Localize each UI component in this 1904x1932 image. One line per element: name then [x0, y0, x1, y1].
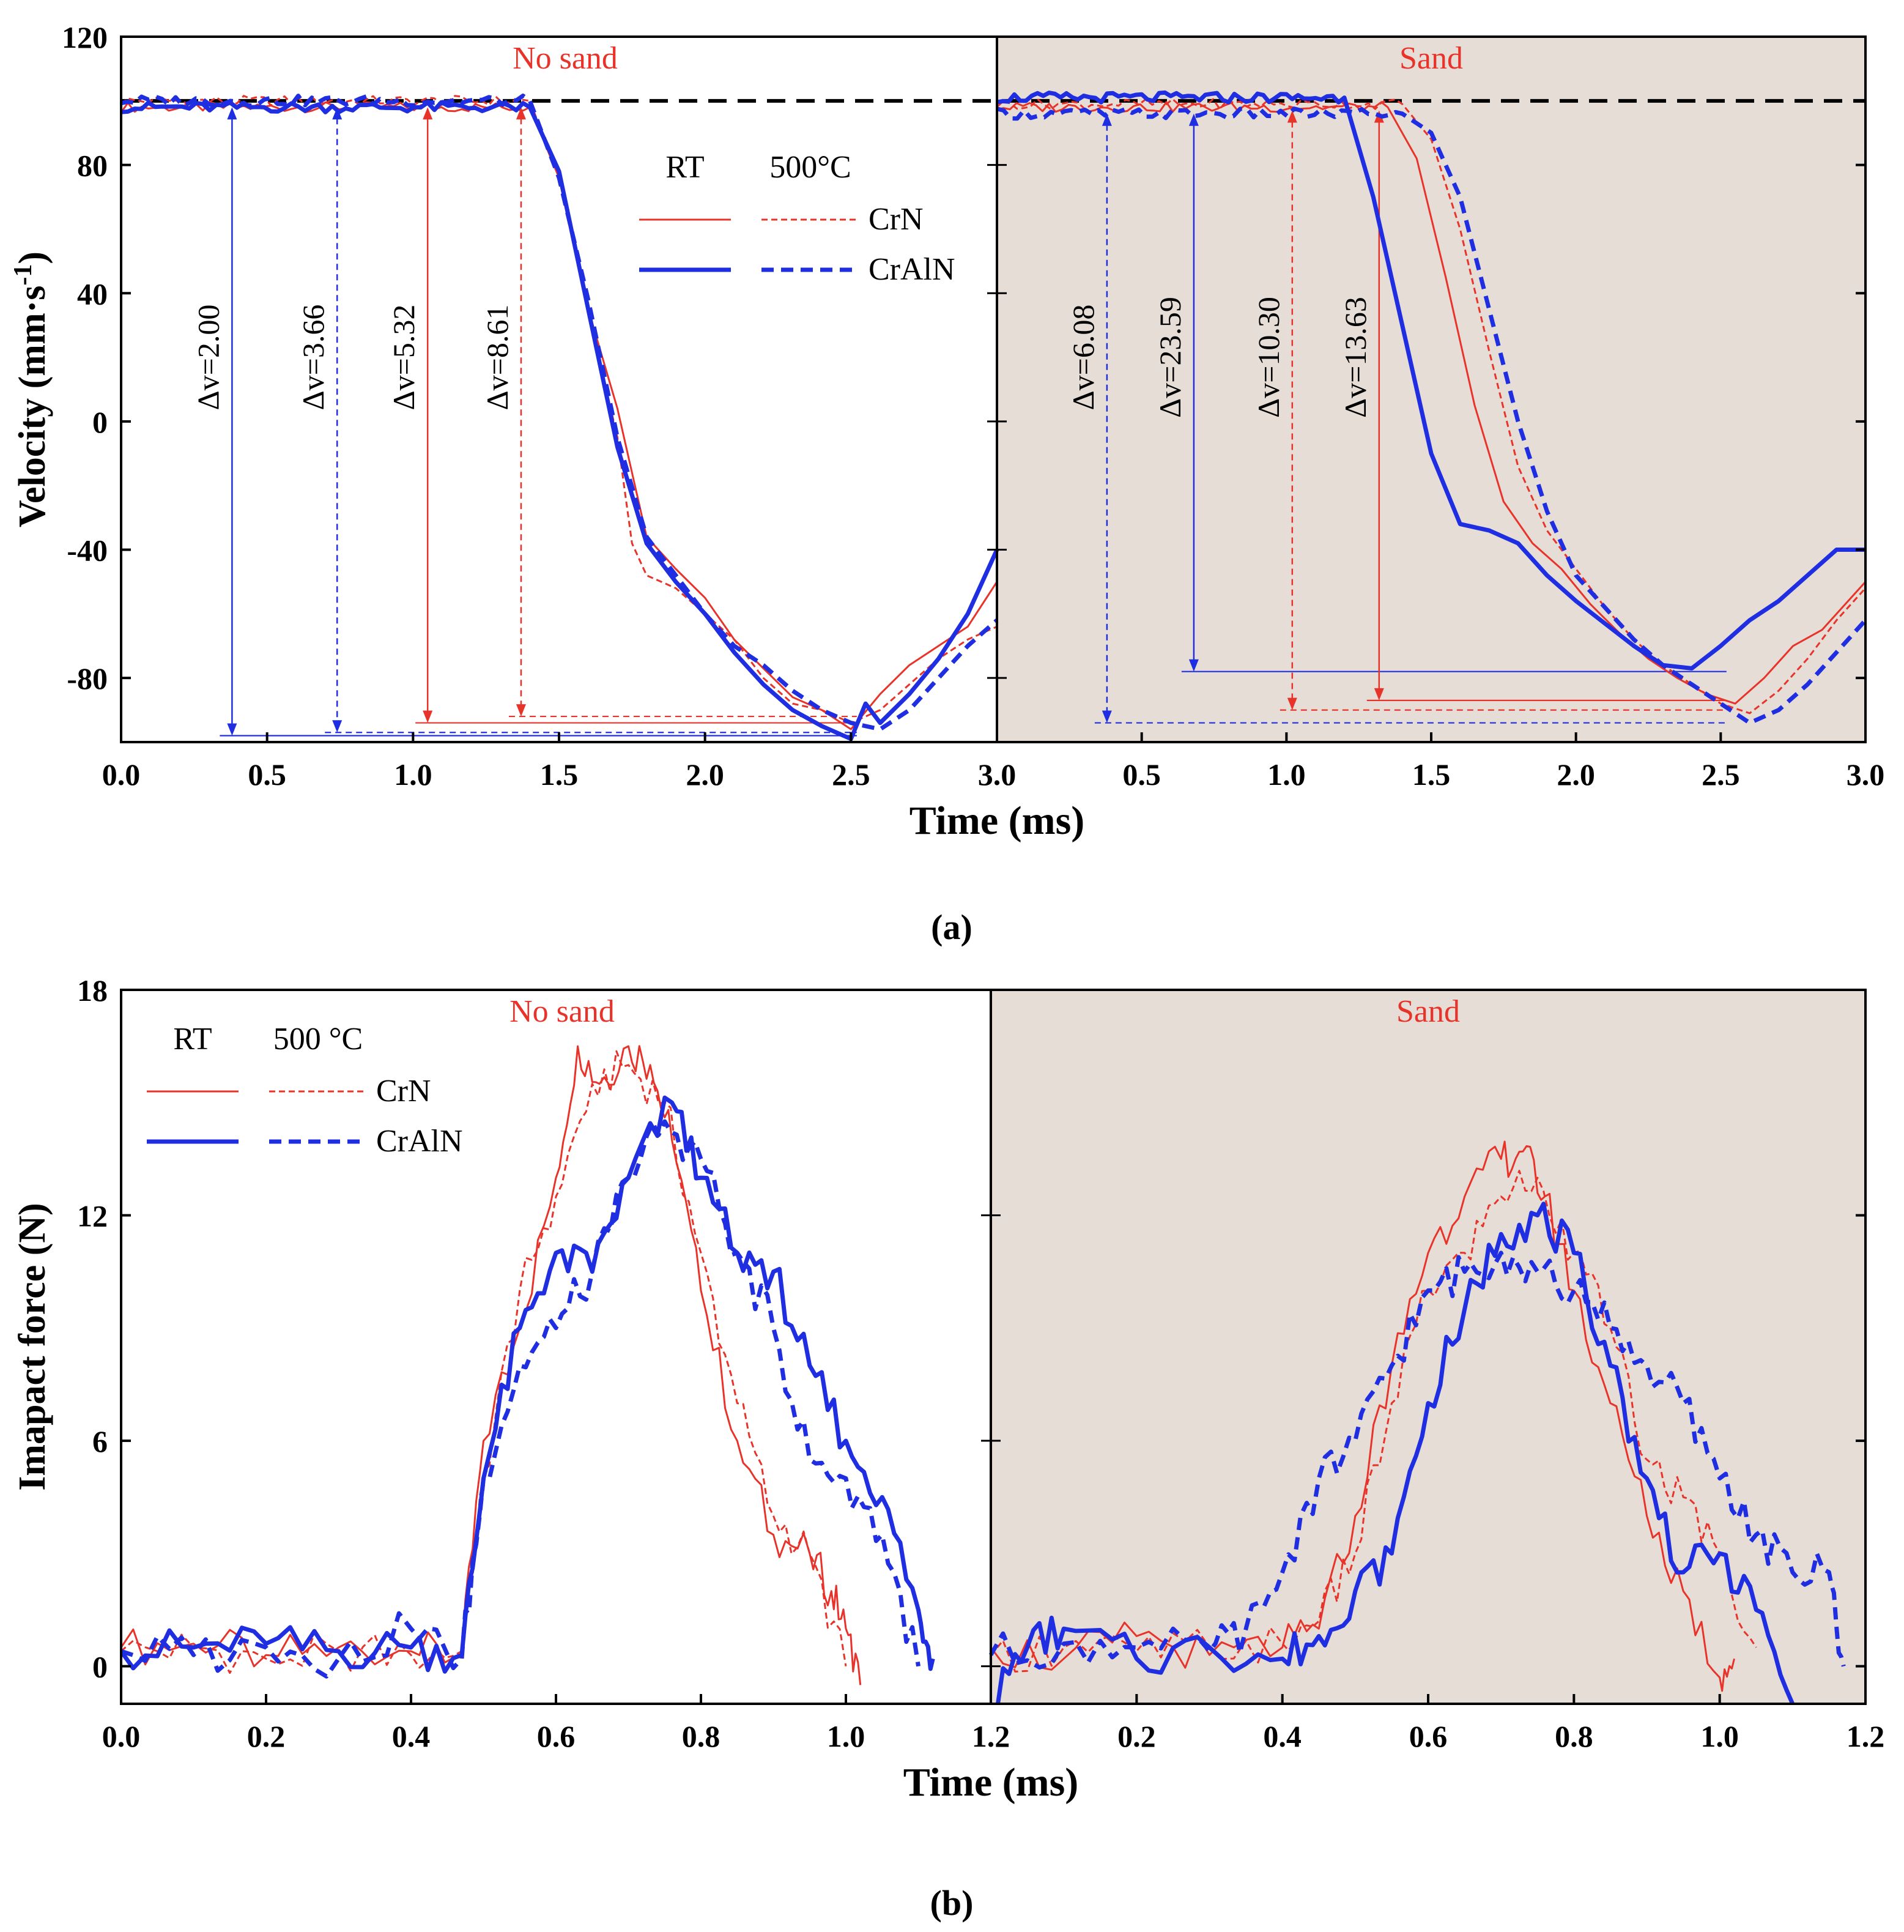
delta-v-label: Δv=2.00: [191, 305, 225, 411]
x-tick-label: 0.8: [682, 1719, 720, 1753]
y-tick-label: -80: [67, 661, 108, 696]
series-crn-dashed-no_sand: [121, 1050, 847, 1674]
legend-label: CrAlN: [869, 252, 955, 287]
delta-v-arrow-head-bottom: [1287, 697, 1297, 710]
x-tick-label: 1.5: [1412, 757, 1451, 792]
x-tick-label: 2.0: [686, 757, 724, 792]
delta-v-label: Δv=5.32: [387, 305, 421, 411]
x-tick-label: 1.2: [1847, 1719, 1885, 1753]
y-tick-label: 80: [77, 149, 108, 183]
delta-v-arrow-head-bottom: [423, 710, 433, 723]
delta-v-label: Δv=6.08: [1066, 305, 1100, 411]
series-craln-dashed-no_sand: [121, 1119, 921, 1679]
delta-v-arrow-head-top: [423, 107, 433, 120]
legend-header-500c: 500°C: [769, 150, 851, 185]
x-tick-label: 1.0: [394, 757, 432, 792]
delta-v-label: Δv=8.61: [480, 305, 514, 411]
x-axis-title: Time (ms): [909, 798, 1085, 843]
panel-label-a: (a): [931, 907, 972, 947]
delta-v-label: Δv=23.59: [1153, 297, 1187, 418]
y-tick-label: -40: [67, 533, 108, 568]
delta-v-arrow-head-top: [1102, 113, 1112, 126]
delta-v-arrow-head-bottom: [332, 720, 343, 733]
x-tick-label: 2.5: [832, 757, 870, 792]
series-crn-solid-no_sand: [121, 1045, 862, 1685]
delta-v-arrow-head-top: [1188, 113, 1199, 126]
series-crn-dashed-sand: [996, 98, 1865, 715]
panel-a-velocity-chart: Δv=2.00 Δv=3.66 Δv=5.32 Δv=8.61 Δv=6.08 Δv=23…: [9, 20, 1884, 843]
x-tick-label: 0.0: [102, 757, 141, 792]
x-tick-label: 0.5: [1122, 757, 1161, 792]
y-axis-title: Velocity (mm·s-1): [9, 251, 53, 527]
x-tick-label: 1.0: [827, 1719, 865, 1753]
x-axis-title: Time (ms): [903, 1760, 1079, 1805]
delta-v-arrow-head-top: [332, 107, 343, 120]
x-tick-label: 0.0: [102, 1719, 141, 1753]
delta-v-arrow-head-bottom: [516, 704, 526, 717]
delta-v-arrow-head-top: [1287, 110, 1297, 123]
y-tick-label: 18: [77, 973, 108, 1008]
delta-v-arrow-head-top: [516, 107, 526, 120]
x-tick-label: 1.0: [1267, 757, 1306, 792]
subpanel-title: No sand: [509, 994, 615, 1029]
x-tick-label: 0.6: [1409, 1719, 1448, 1753]
delta-v-arrow-head-bottom: [1188, 659, 1199, 672]
x-tick-label: 2.5: [1702, 757, 1740, 792]
x-tick-label: 1.0: [1700, 1719, 1739, 1753]
series-craln-solid-sand: [996, 90, 1865, 671]
legend-header-500c: 500 °C: [273, 1022, 363, 1057]
x-tick-label: 0.6: [537, 1719, 576, 1753]
delta-v-arrow-head-bottom: [1102, 710, 1112, 723]
sand-shaded-region: [997, 37, 1865, 742]
y-tick-label: 0: [92, 405, 108, 439]
x-tick-label: 0.8: [1555, 1719, 1593, 1753]
legend-header-rt: RT: [173, 1022, 212, 1057]
series-crn-solid-no_sand: [121, 101, 998, 730]
x-tick-label: 3.0: [978, 757, 1017, 792]
x-tick-label: 0.4: [1263, 1719, 1302, 1753]
x-tick-label: 0.2: [1117, 1719, 1156, 1753]
y-tick-label: 120: [62, 20, 108, 54]
subpanel-title: Sand: [1396, 994, 1460, 1029]
x-tick-label: 0.2: [247, 1719, 286, 1753]
series-craln-solid-sand: [991, 1202, 1795, 1704]
y-axis-title: Imapact force (N): [12, 1203, 53, 1491]
sand-shaded-region: [991, 990, 1865, 1704]
series-craln-dashed-no_sand: [121, 94, 999, 732]
legend-label: CrN: [376, 1074, 431, 1109]
y-tick-label: 12: [77, 1199, 108, 1233]
series-crn-dashed-sand: [990, 1170, 1757, 1673]
legend-label: CrAlN: [376, 1124, 463, 1159]
series-crn-solid-sand: [990, 1140, 1735, 1692]
delta-v-arrow-head-top: [227, 107, 237, 120]
y-tick-label: 40: [77, 277, 108, 311]
x-tick-label: 1.2: [972, 1719, 1010, 1753]
series-craln-dashed-sand: [996, 106, 1865, 726]
delta-v-label: Δv=3.66: [296, 305, 330, 411]
series-craln-solid-no_sand: [121, 100, 999, 741]
legend-label: CrN: [869, 202, 924, 237]
delta-v-label: Δv=13.63: [1338, 297, 1372, 418]
delta-v-arrow-head-bottom: [1374, 688, 1384, 700]
delta-v-arrow-head-bottom: [227, 723, 237, 736]
x-tick-label: 0.4: [392, 1719, 431, 1753]
delta-v-label: Δv=10.30: [1251, 297, 1286, 418]
series-craln-solid-no_sand: [121, 1095, 935, 1674]
x-tick-label: 3.0: [1847, 757, 1885, 792]
y-tick-label: 6: [92, 1424, 108, 1458]
subpanel-title: Sand: [1399, 41, 1463, 76]
panel-label-b: (b): [930, 1883, 974, 1923]
legend-header-rt: RT: [665, 150, 704, 185]
panel-b-impact-force-chart: 18 12 6 0 0.0 0.2 0.4 0.6 0.8 1.0 1.2 0.2 0.4 0.6 0.8 1…: [12, 973, 1884, 1805]
x-tick-label: 2.0: [1557, 757, 1595, 792]
x-tick-label: 1.5: [540, 757, 579, 792]
subpanel-title: No sand: [513, 41, 618, 76]
y-tick-label: 0: [92, 1650, 108, 1684]
x-tick-label: 0.5: [248, 757, 286, 792]
series-crn-dashed-no_sand: [121, 95, 998, 724]
